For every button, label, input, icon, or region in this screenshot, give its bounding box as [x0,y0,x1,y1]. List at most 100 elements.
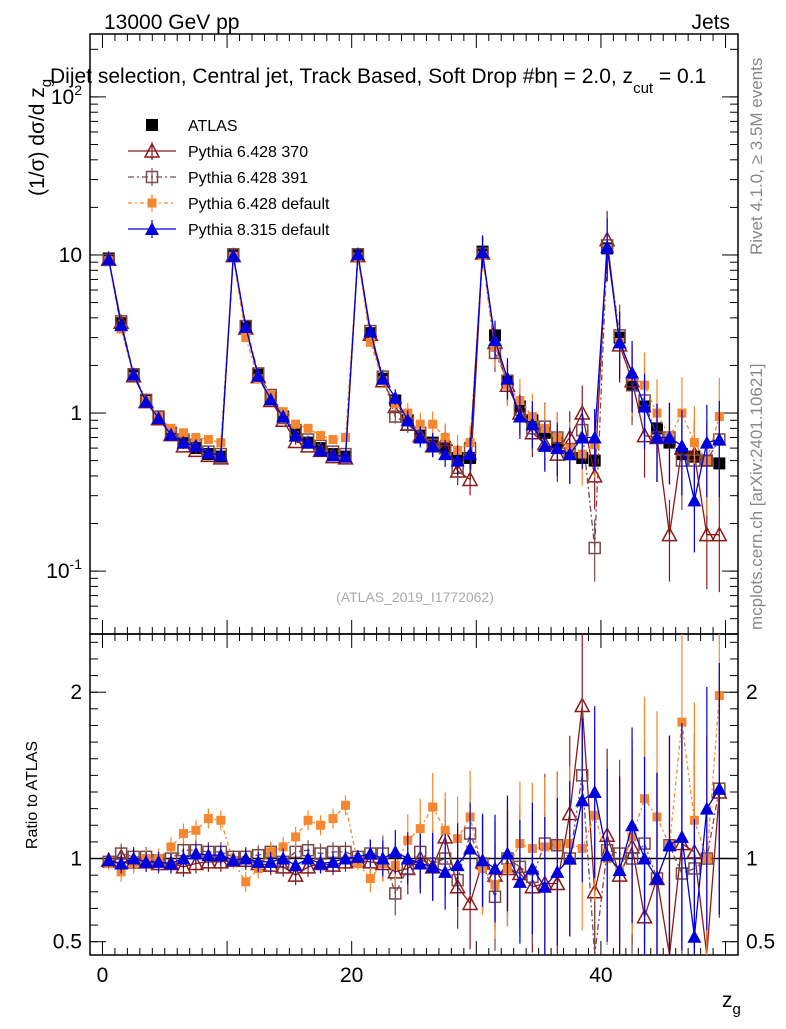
data-point [328,435,338,445]
legend-entry: Pythia 6.428 391 [128,168,308,187]
plot-title-sub: cut [633,80,654,97]
data-point [164,856,178,870]
data-point [537,438,552,452]
data-point [350,849,365,863]
svg-text:zg: zg [722,989,741,1018]
category-label: Jets [691,11,730,34]
data-point [463,447,478,461]
svg-text:(1/σ) dσ/d zg: (1/σ) dσ/d zg [26,79,55,196]
data-point [114,856,129,870]
data-point [463,841,478,855]
data-point [151,411,166,425]
xlabel: zg [722,989,741,1018]
data-point [612,335,627,349]
data-point [178,829,188,839]
data-point [201,445,216,459]
data-point [226,248,241,262]
data-point [440,825,450,835]
legend-marker [145,222,159,235]
data-point [203,435,213,445]
data-point [316,820,326,830]
data-point [166,842,176,852]
data-point [637,851,652,865]
data-point [201,848,216,862]
data-point [328,814,338,824]
data-point [612,863,627,877]
data-point [213,448,228,462]
data-point [488,332,502,346]
data-point [389,887,402,900]
data-point [674,829,689,843]
x-tick-label: 0 [97,964,109,987]
data-point [699,801,714,815]
data-point [674,438,689,452]
data-point [662,430,677,444]
data-point [537,879,552,893]
data-point [326,854,340,868]
data-point [587,430,602,444]
data-point [413,430,428,444]
data-point [438,864,453,878]
series-pythia-8-315-default [101,662,727,955]
data-point [188,846,203,860]
data-point [661,526,678,542]
data-point [241,877,251,887]
legend-label: Pythia 6.428 370 [188,144,308,161]
data-point [488,861,502,875]
data-point [637,399,652,413]
data-point [689,438,699,448]
data-point [375,371,390,385]
legend-marker [146,119,158,131]
data-point [191,433,201,443]
data-point [365,337,375,347]
data-point [712,432,727,446]
data-point [263,854,278,868]
watermark: (ATLAS_2019_I1772062) [336,589,494,605]
legend-marker [143,142,161,158]
data-point [699,435,714,449]
side-label-rivet: Rivet 4.1.0, ≥ 3.5M events [747,58,766,255]
data-point [241,333,251,343]
x-tick-label: 40 [589,964,612,987]
data-point [375,851,390,865]
data-point [450,453,465,467]
data-point [711,526,728,542]
data-point [226,853,241,867]
data-point [425,438,440,452]
data-point [139,394,154,408]
data-point [440,433,450,443]
data-point [677,717,687,727]
xlabel-sub: g [733,1001,741,1018]
data-point [625,365,640,379]
y-tick-label: 0.5 [53,931,82,954]
data-point [500,846,515,860]
y-tick-label: 10-1 [46,556,82,583]
data-point [238,851,253,865]
data-point [400,413,415,427]
series-line [108,775,720,956]
data-point [363,324,378,338]
data-point [151,854,166,868]
y-tick-label: 102 [51,82,82,109]
data-point [600,240,615,254]
data-point [303,815,313,825]
ylabel-main-text: (1/σ) dσ/d z [26,87,49,196]
data-point [291,832,301,842]
legend-label: ATLAS [188,118,238,135]
side-label-mcplots: mcplots.cern.ch [arXiv:2401.10621] [747,364,766,630]
data-point [164,427,178,441]
data-point [200,853,217,869]
legend: ATLAS Pythia 6.428 370 Pythia 6.428 391 Pyt… [128,118,330,239]
data-point [126,851,141,865]
data-point [587,785,602,799]
data-point [712,781,727,795]
data-point [263,392,278,406]
data-point [126,367,141,381]
data-point [662,838,677,852]
plot-title: Dijet selection, Central jet, Track Base… [50,65,706,97]
data-point [428,419,438,429]
ratio-series [100,634,728,956]
data-point [438,447,453,461]
legend-marker [147,198,157,208]
